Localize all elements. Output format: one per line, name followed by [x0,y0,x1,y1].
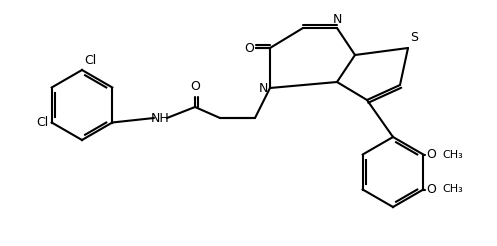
Text: Cl: Cl [36,116,49,129]
Text: O: O [244,42,254,55]
Text: O: O [190,80,200,93]
Text: N: N [332,13,342,26]
Text: CH₃: CH₃ [442,184,463,195]
Text: O: O [426,148,436,161]
Text: S: S [410,31,418,44]
Text: Cl: Cl [84,54,96,67]
Text: NH: NH [151,111,169,124]
Text: O: O [426,183,436,196]
Text: CH₃: CH₃ [442,150,463,159]
Text: N: N [258,81,268,94]
